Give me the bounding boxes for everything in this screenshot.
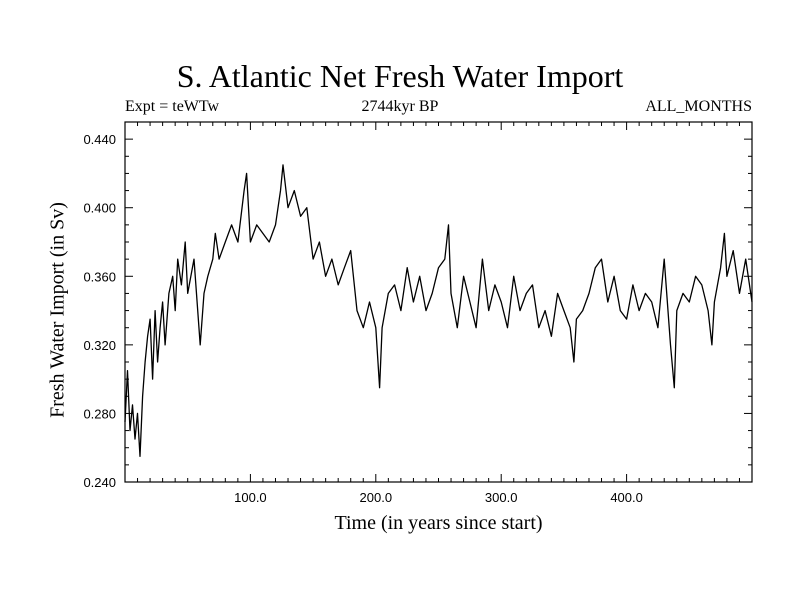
x-tick-label: 100.0	[234, 490, 267, 505]
y-tick-label: 0.280	[83, 406, 116, 421]
plot-frame	[124, 121, 753, 483]
axis-ticks: 100.0 200.0 300.0 400.0 0.240 0.280 0.320 0.360…	[83, 122, 752, 505]
months-label: ALL_MONTHS	[645, 98, 752, 115]
x-tick-label: 400.0	[610, 490, 643, 505]
period-label: 2744kyr BP	[361, 98, 439, 115]
y-tick-label: 0.320	[83, 338, 116, 353]
chart-title: S. Atlantic Net Fresh Water Import	[176, 58, 624, 94]
series-group	[124, 164, 753, 457]
y-tick-label: 0.400	[83, 201, 116, 216]
y-tick-label: 0.240	[83, 475, 116, 490]
x-axis-label: Time (in years since start)	[334, 512, 543, 534]
series-line	[124, 164, 753, 457]
y-tick-label: 0.440	[83, 132, 116, 147]
y-tick-label: 0.360	[83, 269, 116, 284]
x-tick-label: 300.0	[485, 490, 518, 505]
x-tick-label: 200.0	[360, 490, 393, 505]
experiment-label: Expt = teWTw	[125, 98, 220, 115]
